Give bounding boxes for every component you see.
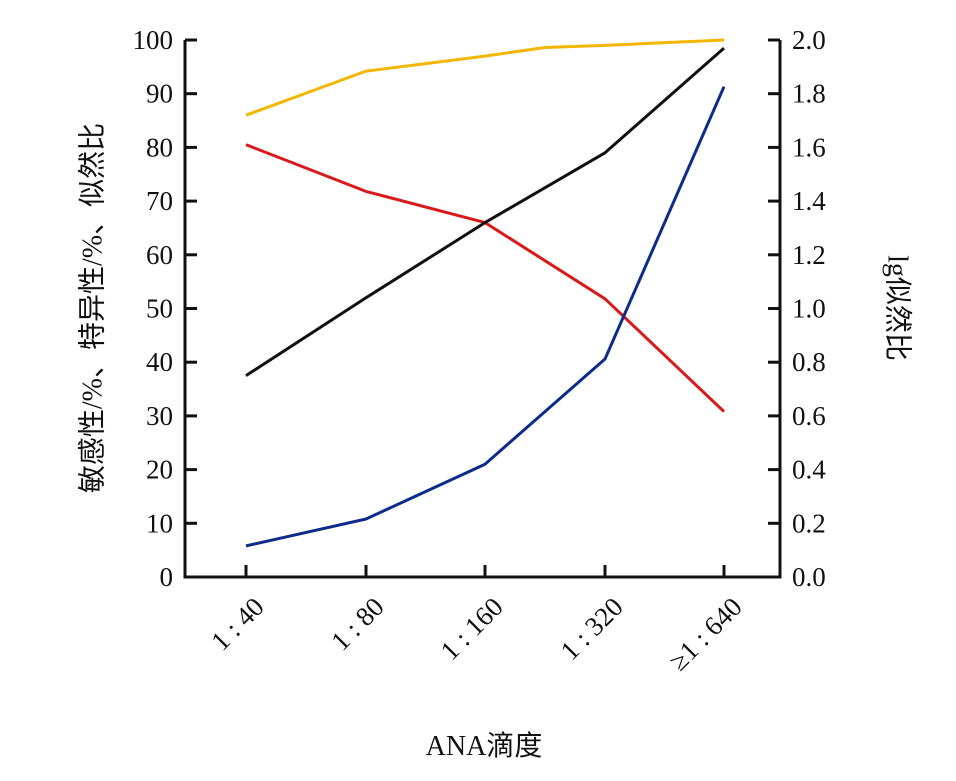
series-line-1: [245, 38, 725, 117]
right-tick-label: 0.0: [792, 562, 826, 592]
x-axis-ticks: 1 : 40 1 : 80 1 : 160 1 : 320 ≥1 : 640: [205, 565, 748, 676]
right-tick-label: 0.4: [792, 455, 826, 485]
series-line-4: [245, 86, 726, 548]
left-axis-ticks: 0 10 20 30 40 50 60 70 80 90 100: [133, 25, 197, 592]
left-tick-label: 10: [146, 508, 173, 538]
axes: [183, 40, 782, 579]
right-tick-label: 0.8: [792, 347, 826, 377]
y-axis-left-title: 敏感性/%、特异性/%、似然比: [76, 123, 108, 493]
x-tick-label: ≥1 : 640: [663, 592, 748, 677]
right-tick-label: 2.0: [792, 25, 826, 55]
left-tick-label: 50: [146, 294, 173, 324]
left-tick-label: 100: [133, 25, 174, 55]
left-tick-label: 60: [146, 240, 173, 270]
right-tick-label: 0.6: [792, 401, 826, 431]
right-axis-ticks: 0.0 0.2 0.4 0.6 0.8 1.0 1.2 1.4 1.6 1.8 2.0: [768, 25, 826, 592]
left-tick-label: 0: [160, 562, 174, 592]
y-axis-right-title: lg似然比: [882, 255, 914, 361]
x-axis-title: ANA滴度: [426, 730, 543, 762]
right-tick-label: 1.8: [792, 79, 826, 109]
right-tick-label: 1.6: [792, 132, 826, 162]
right-tick-label: 1.2: [792, 240, 826, 270]
left-tick-label: 80: [146, 132, 173, 162]
x-tick-label: 1 : 80: [325, 592, 390, 657]
x-tick-label: 1 : 40: [205, 592, 270, 657]
x-tick-label: 1 : 320: [555, 592, 629, 666]
right-tick-label: 1.0: [792, 294, 826, 324]
series-layer: [245, 38, 726, 548]
series-line-2: [245, 143, 726, 413]
left-tick-label: 70: [146, 186, 173, 216]
right-tick-label: 0.2: [792, 508, 826, 538]
left-tick-label: 30: [146, 401, 173, 431]
left-tick-label: 90: [146, 79, 173, 109]
left-tick-label: 40: [146, 347, 173, 377]
series-line-3: [245, 46, 725, 377]
right-tick-label: 1.4: [792, 186, 826, 216]
left-tick-label: 20: [146, 455, 173, 485]
x-tick-label: 1 : 160: [435, 592, 509, 666]
